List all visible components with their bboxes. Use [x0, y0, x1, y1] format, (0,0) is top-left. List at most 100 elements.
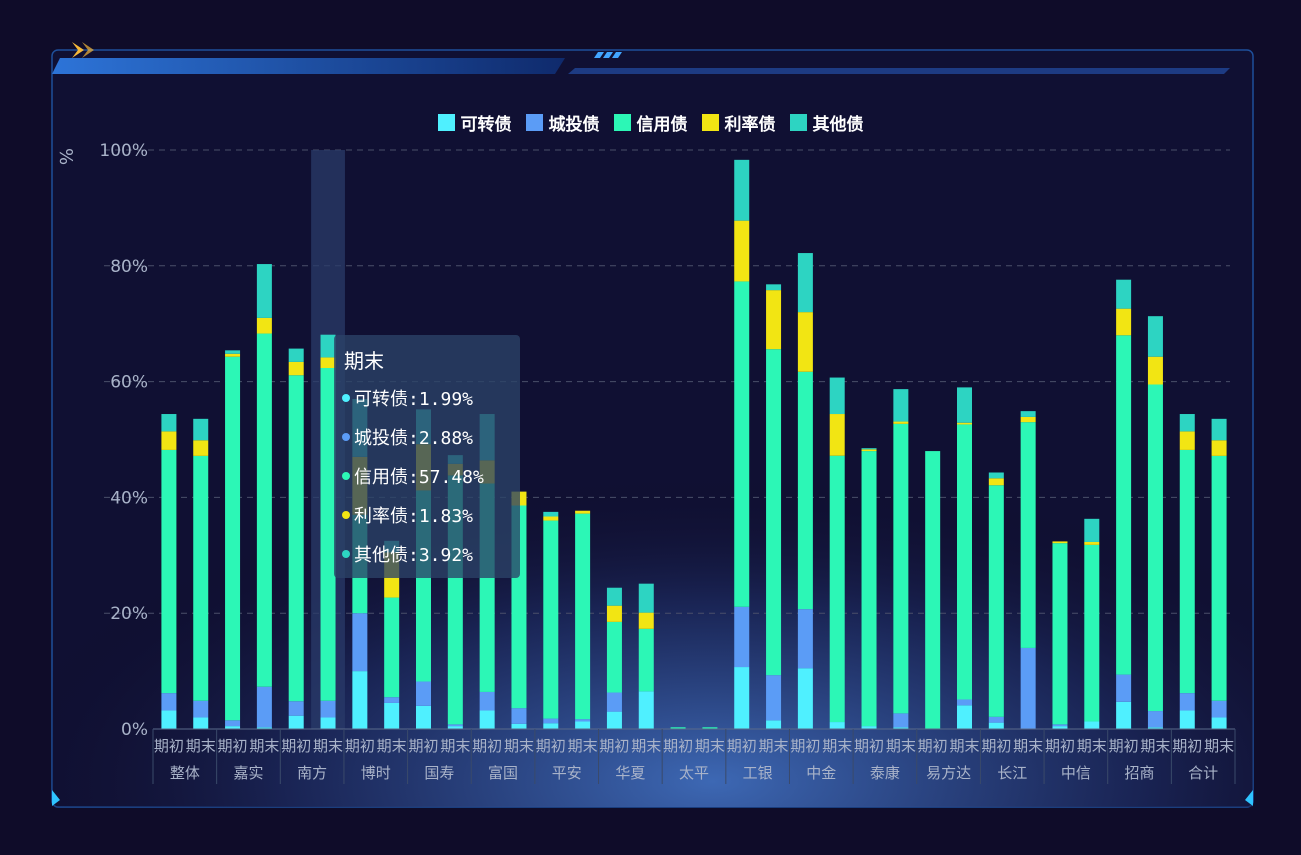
bar-segment: [384, 697, 400, 703]
y-tick-label: 40%: [110, 488, 148, 508]
bar-segment: [1052, 726, 1068, 729]
bar-segment: [893, 421, 909, 424]
x-tick-label: 期初: [154, 737, 184, 755]
bar-segment: [543, 723, 559, 729]
tooltip-dot: [342, 472, 350, 480]
legend-swatch: [701, 114, 719, 131]
bar-segment: [702, 727, 718, 729]
bar-segment: [193, 700, 209, 718]
bar-segment: [797, 253, 813, 313]
group-label: 易方达: [926, 764, 971, 782]
bar-segment: [638, 583, 654, 613]
legend-label: 其他债: [812, 115, 864, 135]
group-label: 工银: [743, 764, 773, 782]
legend-item-credit[interactable]: 信用债: [613, 110, 688, 135]
bar-segment: [447, 726, 463, 729]
bar-segment: [861, 448, 877, 450]
bar-segment: [511, 708, 527, 724]
bar-segment: [416, 705, 431, 729]
bar-segment: [766, 349, 782, 676]
bar-segment: [543, 511, 559, 517]
tooltip-text: 可转债:1.99%: [354, 389, 474, 410]
bar-segment: [861, 449, 877, 452]
legend-swatch: [525, 114, 543, 131]
legend-item-other[interactable]: 其他债: [789, 110, 864, 135]
bar-segment: [957, 387, 972, 423]
bar-segment: [670, 727, 686, 729]
tooltip-row: 其他债:3.92%: [342, 541, 473, 567]
bar-segment: [288, 375, 304, 702]
x-tick-label: 期初: [345, 737, 375, 755]
bar-segment: [1147, 356, 1163, 385]
y-tick-label: 0%: [121, 720, 148, 740]
tooltip-title: 期末: [344, 349, 384, 373]
group-label: 平安: [552, 764, 582, 782]
bar-segment: [606, 692, 622, 712]
bar-segment: [288, 701, 304, 716]
tooltip: 期末 可转债:1.99% 城投债:2.88% 信用债:57.48% 利率债:1.…: [334, 335, 520, 578]
x-tick-label: 期初: [1109, 737, 1139, 755]
x-tick-label: 期末: [949, 737, 979, 755]
bar-segment: [352, 671, 368, 729]
bar-segment: [1020, 416, 1036, 423]
x-tick-label: 期初: [854, 737, 884, 755]
bar-segment: [766, 720, 782, 729]
bar-segment: [734, 220, 750, 282]
bar-segment: [829, 722, 845, 729]
header-bar-left: [52, 58, 565, 74]
x-tick-label: 期初: [472, 737, 502, 755]
legend-swatch: [613, 114, 631, 131]
bar-segment: [1211, 440, 1227, 456]
header-bar-right: [568, 68, 1230, 74]
bar-segment: [988, 722, 1004, 729]
x-tick-label: 期末: [1204, 737, 1234, 755]
x-tick-label: 期初: [218, 737, 248, 755]
x-tick-label: 期末: [822, 737, 852, 755]
group-label: 整体: [170, 764, 200, 782]
bar-segment: [766, 675, 782, 721]
bar-segment: [734, 667, 750, 729]
bar-segment: [161, 431, 177, 450]
bar-segment: [479, 710, 495, 729]
bar-segment: [161, 449, 177, 694]
x-tick-label: 期末: [249, 737, 279, 755]
bar-segment: [1084, 541, 1100, 545]
bar-segment: [575, 719, 591, 722]
bar-segment: [193, 418, 209, 441]
x-tick-label: 期末: [631, 737, 661, 755]
bar-segment: [1179, 414, 1195, 432]
bar-segment: [988, 472, 1004, 479]
bar-segment: [225, 350, 241, 354]
bar-segment: [225, 720, 241, 727]
tooltip-row: 城投债:2.88%: [342, 424, 473, 450]
bar-segment: [1179, 449, 1195, 694]
tooltip-text: 利率债:1.83%: [354, 506, 474, 527]
bar-segment: [193, 440, 209, 456]
legend-swatch: [789, 114, 807, 131]
bar-segment: [1084, 518, 1100, 542]
group-label: 泰康: [870, 764, 900, 782]
bar-segment: [1116, 701, 1132, 729]
group-label: 中信: [1061, 764, 1091, 782]
legend-item-convertible[interactable]: 可转债: [437, 110, 512, 135]
group-label: 太平: [679, 764, 709, 782]
bar-segment: [797, 668, 813, 729]
x-tick-label: 期初: [918, 737, 948, 755]
legend-item-urban-investment[interactable]: 城投债: [525, 110, 600, 135]
bar-segment: [1052, 724, 1068, 727]
x-tick-label: 期初: [663, 737, 693, 755]
bar-segment: [1211, 700, 1227, 718]
bar-segment: [1211, 455, 1227, 701]
bar-segment: [1147, 316, 1163, 357]
legend-item-rate[interactable]: 利率债: [701, 110, 776, 135]
bar-segment: [734, 159, 750, 221]
bar-segment: [957, 699, 972, 706]
bar-segment: [606, 605, 622, 622]
bar-segment: [575, 721, 591, 729]
y-unit-label: %: [55, 148, 76, 166]
legend-label: 利率债: [724, 115, 776, 135]
bar-segment: [1147, 727, 1163, 729]
bar-segment: [734, 281, 750, 607]
x-tick-label: 期末: [504, 737, 534, 755]
bar-segment: [988, 478, 1004, 486]
